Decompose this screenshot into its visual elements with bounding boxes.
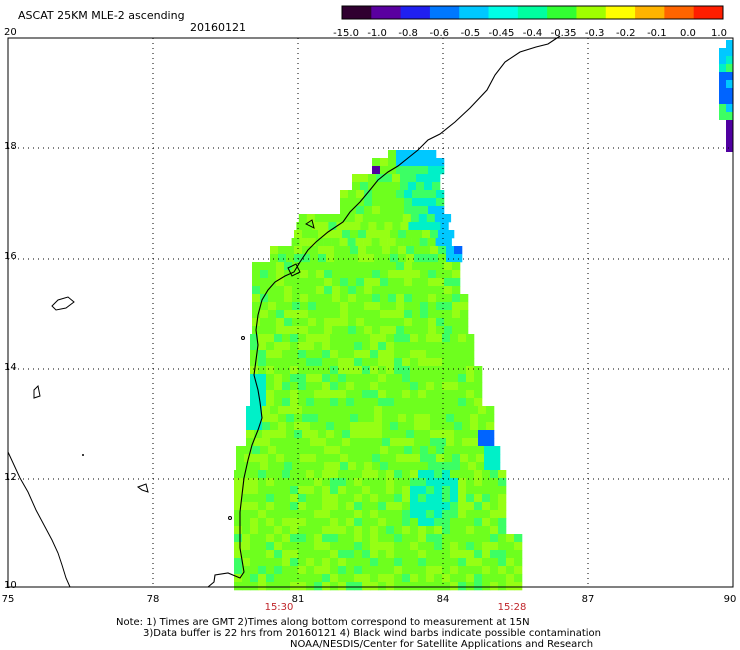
- colorbar-swatch: [429, 6, 460, 19]
- colorbar-tick-label: -0.45: [488, 28, 515, 39]
- x-tick-87: 87: [581, 594, 595, 605]
- colorbar-tick-label: -15.0: [333, 28, 359, 39]
- y-tick-16: 16: [4, 251, 17, 262]
- colorbar-swatch: [693, 6, 724, 19]
- colorbar-tick-label: -1.0: [367, 28, 387, 39]
- colorbar-swatch: [488, 6, 519, 19]
- time-label-1: 15:30: [264, 602, 294, 613]
- y-tick-18: 18: [4, 141, 17, 152]
- note-line-1: Note: 1) Times are GMT 2)Times along bot…: [116, 617, 530, 628]
- colorbar-tick-label: -0.5: [460, 28, 481, 39]
- colorbar-swatch: [605, 6, 636, 19]
- time-label-2: 15:28: [497, 602, 527, 613]
- note-line-3: NOAA/NESDIS/Center for Satellite Applica…: [290, 639, 594, 650]
- y-tick-14: 14: [4, 362, 17, 373]
- colorbar-tick-label: -0.4: [522, 28, 543, 39]
- swath-cells: [234, 40, 733, 591]
- colorbar-swatch: [576, 6, 607, 19]
- colorbar-tick-label: -0.8: [398, 28, 418, 39]
- x-tick-75: 75: [1, 594, 15, 605]
- note-line-2: 3)Data buffer is 22 hrs from 20160121 4)…: [143, 628, 601, 639]
- colorbar-swatch: [400, 6, 431, 19]
- colorbar-swatch: [459, 6, 490, 19]
- colorbar-tick-label: -0.35: [550, 28, 577, 39]
- colorbar-swatch: [342, 6, 372, 19]
- x-tick-81: 81: [291, 594, 305, 605]
- x-tick-84: 84: [436, 594, 450, 605]
- graticule: [8, 38, 733, 587]
- x-tick-78: 78: [146, 594, 160, 605]
- colorbar-tick-label: 1.0: [711, 28, 727, 39]
- y-tick-10: 10: [4, 580, 17, 591]
- colorbar-swatch: [371, 6, 402, 19]
- colorbar-swatch: [517, 6, 548, 19]
- map-title: ASCAT 25KM MLE-2 ascending: [18, 9, 185, 22]
- coastline: [7, 35, 561, 588]
- y-tick-12: 12: [4, 472, 17, 483]
- colorbar-swatch: [635, 6, 665, 19]
- map-date: 20160121: [190, 21, 246, 34]
- colorbar-tick-label: -0.3: [584, 28, 605, 39]
- colorbar-swatch: [547, 6, 577, 19]
- colorbar-tick-label: 0.0: [679, 28, 696, 39]
- colorbar-tick-label: -0.6: [429, 28, 450, 39]
- x-tick-90: 90: [723, 594, 737, 605]
- colorbar-tick-label: -0.1: [647, 28, 667, 39]
- map-frame: [7, 37, 734, 588]
- y-tick-20: 20: [4, 27, 17, 38]
- colorbar-swatch: [664, 6, 695, 19]
- colorbar-tick-label: -0.2: [615, 28, 636, 39]
- colorbar: [341, 5, 724, 20]
